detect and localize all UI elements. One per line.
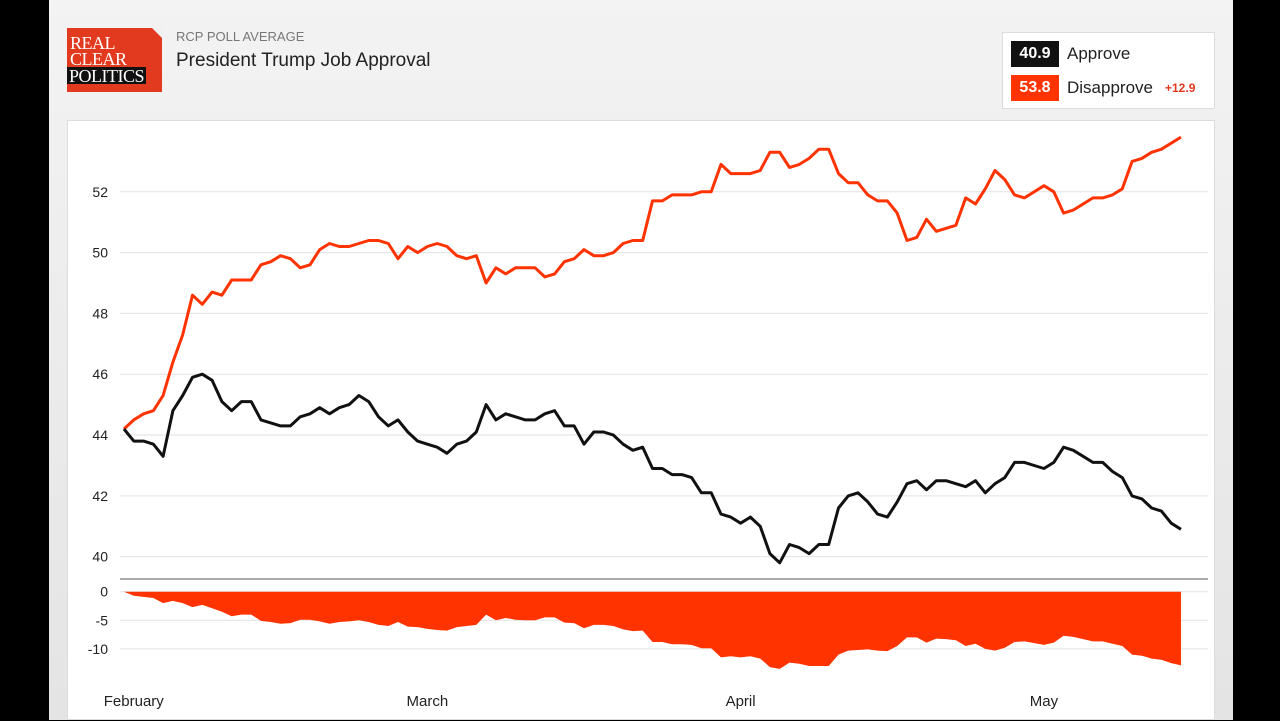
chart-title: President Trump Job Approval (176, 50, 431, 71)
approve-value-badge: 40.9 (1011, 41, 1059, 67)
x-month-label-may: May (1030, 693, 1059, 710)
x-month-label-february: February (104, 693, 165, 710)
logo-line-2: CLEAR (70, 49, 127, 69)
logo-corner-fold (152, 28, 162, 38)
y-tick-label-48: 48 (92, 305, 108, 321)
spread-tick-label--10: -10 (88, 641, 108, 657)
logo-line-1: REAL (70, 33, 116, 53)
approve-line (122, 372, 1182, 565)
legend-item-approve[interactable]: 40.9 Approve (1011, 41, 1130, 67)
chart-panel: 40 42 44 46 48 50 52 0 -5 -10 February March April Ma… (67, 120, 1215, 720)
chart-subtitle: RCP POLL AVERAGE (176, 29, 305, 44)
legend-item-disapprove[interactable]: 53.8 Disapprove +12.9 (1011, 75, 1195, 101)
legend: 40.9 Approve 53.8 Disapprove +12.9 (1002, 32, 1215, 109)
y-tick-label-40: 40 (92, 549, 108, 565)
spread-value: +12.9 (1165, 81, 1196, 95)
approve-label: Approve (1067, 44, 1131, 63)
disapprove-label: Disapprove (1067, 78, 1153, 97)
y-tick-label-46: 46 (92, 366, 108, 382)
realclearpolitics-logo[interactable]: REAL CLEAR POLITICS (67, 28, 162, 92)
spread-area (124, 591, 1181, 669)
y-tick-label-52: 52 (92, 184, 108, 200)
disapprove-line (122, 135, 1182, 431)
y-tick-label-50: 50 (92, 245, 108, 261)
y-tick-label-42: 42 (92, 488, 108, 504)
logo-line-3: POLITICS (67, 66, 147, 86)
spread-tick-label--5: -5 (96, 612, 109, 628)
x-month-label-april: April (726, 693, 756, 710)
disapprove-value-badge: 53.8 (1011, 75, 1059, 101)
y-tick-label-44: 44 (92, 427, 108, 443)
x-month-label-march: March (407, 693, 449, 710)
line-chart[interactable]: 40 42 44 46 48 50 52 0 -5 -10 February March April Ma… (68, 121, 1216, 721)
chart-frame: REAL CLEAR POLITICS RCP POLL AVERAGE Pre… (49, 0, 1233, 720)
spread-tick-label-0: 0 (100, 584, 108, 600)
